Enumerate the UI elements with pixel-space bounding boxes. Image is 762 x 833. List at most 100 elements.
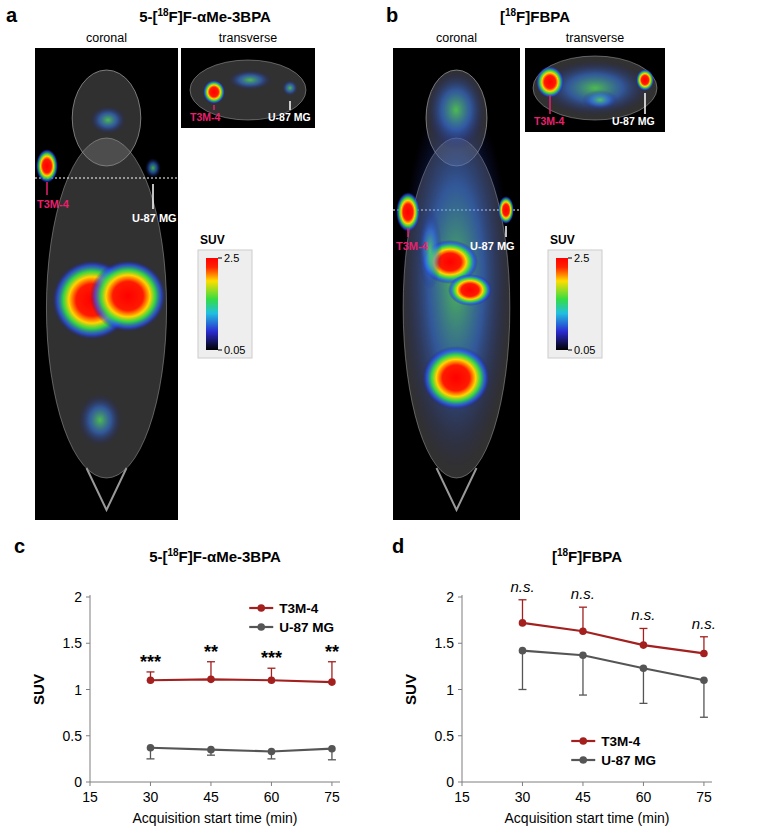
series-line	[522, 651, 703, 681]
x-tick	[150, 782, 151, 786]
x-tick-label: 30	[143, 789, 159, 805]
arrow	[289, 101, 291, 110]
panel-letter: d	[392, 535, 404, 557]
legend-marker	[257, 623, 265, 631]
legend: T3M-4 U-87 MG	[571, 734, 656, 768]
legend-label: T3M-4	[601, 734, 640, 749]
legend-label: U-87 MG	[601, 753, 656, 768]
annotation: **	[204, 642, 218, 662]
y-tick-label: 1.5	[435, 635, 455, 651]
x-tick-label: 75	[696, 789, 712, 805]
uptake	[422, 346, 490, 410]
view-label: coronal	[86, 31, 127, 45]
tumor-label: T3M-4	[190, 111, 220, 123]
series-point	[700, 650, 708, 658]
x-tick	[271, 782, 272, 786]
error-cap	[267, 758, 275, 759]
legend-label: T3M-4	[279, 601, 318, 616]
tumor-label: U-87 MG	[612, 115, 655, 127]
series-point	[519, 647, 527, 655]
tail-outline	[87, 468, 127, 510]
arrow	[46, 182, 48, 195]
legend: T3M-4 U-87 MG	[249, 601, 334, 635]
y-tick-label: 0	[446, 774, 454, 790]
legend-item: U-87 MG	[571, 753, 656, 768]
x-tick	[210, 782, 211, 786]
colorbar-bar	[556, 258, 568, 350]
x-tick	[331, 782, 332, 786]
y-axis	[90, 595, 91, 782]
series-point	[147, 676, 155, 684]
x-tick	[582, 782, 583, 786]
error-stem	[522, 651, 523, 690]
arrow	[505, 226, 507, 237]
series-point	[640, 641, 648, 649]
annotation: ***	[261, 648, 282, 668]
body-outline	[46, 138, 166, 478]
uptake	[448, 274, 492, 306]
colorbar-title: SUV	[200, 233, 225, 247]
uptake	[636, 69, 654, 91]
uptake	[145, 158, 161, 178]
body-outline	[533, 56, 657, 120]
series-point	[579, 627, 587, 635]
y-tick-label: 2	[446, 589, 454, 605]
x-tick-label: 45	[203, 789, 219, 805]
arrow	[549, 95, 551, 114]
annotation: **	[325, 642, 339, 662]
uptake	[36, 149, 58, 183]
chart-title: 5-[18F]F-αMe-3BPA	[149, 547, 281, 565]
error-cap	[518, 599, 526, 600]
colorbar-box	[198, 250, 252, 358]
legend-marker	[257, 604, 265, 612]
tumor-label: U-87 MG	[470, 240, 515, 252]
image-background	[525, 48, 665, 132]
uptake	[90, 106, 126, 134]
series-point	[328, 745, 336, 753]
error-cap	[639, 703, 647, 704]
panel-title: [18F]FBPA	[500, 7, 570, 25]
series-point	[579, 651, 587, 659]
x-tick	[643, 782, 644, 786]
error-cap	[146, 758, 154, 759]
series-point	[519, 619, 527, 627]
colorbar-tick	[568, 258, 572, 259]
colorbar-title: SUV	[550, 233, 575, 247]
y-tick-label: 2	[74, 589, 82, 605]
tumor-label: T3M-4	[534, 115, 564, 127]
uptake	[396, 192, 420, 232]
x-tick	[703, 782, 704, 786]
colorbar-tick-label: 0.05	[574, 344, 595, 356]
arrow	[644, 93, 646, 114]
view-label: transverse	[219, 31, 277, 45]
series-point	[147, 744, 155, 752]
y-axis	[462, 595, 463, 782]
chart: d[18F]FBPA00.511.521530456075Acquisition…	[392, 535, 716, 826]
colorbar-tick-label: 0.05	[224, 344, 245, 356]
y-tick	[458, 735, 462, 736]
arrow	[152, 184, 154, 209]
panel-letter: c	[14, 535, 25, 557]
colorbar-tick	[568, 350, 572, 351]
plot-area	[146, 662, 335, 760]
x-tick-label: 45	[575, 789, 591, 805]
colorbar-bar	[206, 258, 218, 350]
annotation: n.s.	[631, 606, 655, 623]
x-tick-label: 15	[454, 789, 470, 805]
view-label: coronal	[436, 31, 477, 45]
arrow	[407, 228, 409, 237]
x-tick-label: 60	[636, 789, 652, 805]
y-tick	[458, 689, 462, 690]
uptake	[90, 260, 166, 332]
x-axis-title: Acquisition start time (min)	[505, 810, 670, 826]
legend-label: U-87 MG	[279, 620, 334, 635]
error-stem	[703, 680, 704, 717]
panel-letter: a	[6, 4, 18, 26]
y-tick	[86, 689, 90, 690]
uptake	[582, 90, 618, 110]
x-axis	[90, 782, 340, 783]
uptake	[498, 196, 514, 224]
error-bar	[639, 668, 647, 703]
error-cap	[207, 755, 215, 756]
tumor-label: T3M-4	[37, 198, 70, 210]
